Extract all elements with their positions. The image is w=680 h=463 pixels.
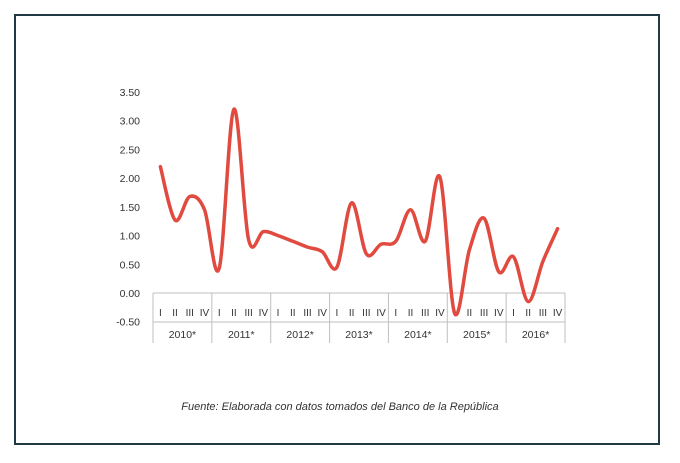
quarter-tick-label: II xyxy=(408,308,414,319)
quarter-tick-label: I xyxy=(336,308,339,319)
quarter-tick-label: IV xyxy=(200,308,210,319)
quarter-tick-label: I xyxy=(159,308,162,319)
chart-frame xyxy=(14,14,660,445)
y-tick-label: -0.50 xyxy=(116,317,140,329)
quarter-tick-label: IV xyxy=(553,308,563,319)
y-tick-label: 2.50 xyxy=(120,144,141,156)
quarter-tick-label: I xyxy=(218,308,221,319)
quarter-tick-label: II xyxy=(231,308,237,319)
quarter-tick-label: IV xyxy=(317,308,327,319)
quarter-tick-label: IV xyxy=(376,308,386,319)
y-axis: 3.50 3.00 2.50 2.00 1.50 1.00 0.50 0.00 -0.50 xyxy=(116,87,140,329)
quarter-tick-label: III xyxy=(303,308,311,319)
y-tick-label: 0.50 xyxy=(120,259,141,271)
source-caption: Fuente: Elaborada con datos tomados del … xyxy=(181,401,499,413)
quarter-tick-label: III xyxy=(480,308,488,319)
quarter-tick-label: II xyxy=(349,308,355,319)
y-tick-label: 3.50 xyxy=(120,87,141,99)
y-tick-label: 1.50 xyxy=(120,202,141,214)
y-tick-label: 2.00 xyxy=(120,173,141,185)
quarter-tick-label: I xyxy=(277,308,280,319)
quarter-tick-label: I xyxy=(512,308,515,319)
year-tick-label: 2013* xyxy=(345,329,372,341)
quarter-tick-label: II xyxy=(525,308,531,319)
quarter-tick-label: III xyxy=(421,308,429,319)
year-tick-label: 2015* xyxy=(463,329,490,341)
quarter-tick-label: III xyxy=(539,308,547,319)
year-tick-label: 2011* xyxy=(228,329,255,341)
quarter-tick-label: II xyxy=(290,308,296,319)
y-tick-label: 0.00 xyxy=(120,288,141,300)
quarter-tick-label: II xyxy=(467,308,473,319)
year-tick-label: 2012* xyxy=(286,329,313,341)
quarter-tick-label: III xyxy=(244,308,252,319)
quarter-tick-label: III xyxy=(362,308,370,319)
year-tick-label: 2010* xyxy=(169,329,196,341)
series-line xyxy=(158,107,560,317)
quarter-tick-label: III xyxy=(186,308,194,319)
quarter-tick-label: II xyxy=(172,308,178,319)
quarter-tick-label: I xyxy=(394,308,397,319)
year-tick-label: 2014* xyxy=(404,329,431,341)
quarter-tick-label: IV xyxy=(259,308,269,319)
y-tick-label: 3.00 xyxy=(120,116,141,128)
quarter-tick-label: IV xyxy=(494,308,504,319)
quarter-tick-label: IV xyxy=(435,308,445,319)
y-tick-label: 1.00 xyxy=(120,231,141,243)
series-layer xyxy=(158,107,560,317)
year-tick-label: 2016* xyxy=(522,329,549,341)
